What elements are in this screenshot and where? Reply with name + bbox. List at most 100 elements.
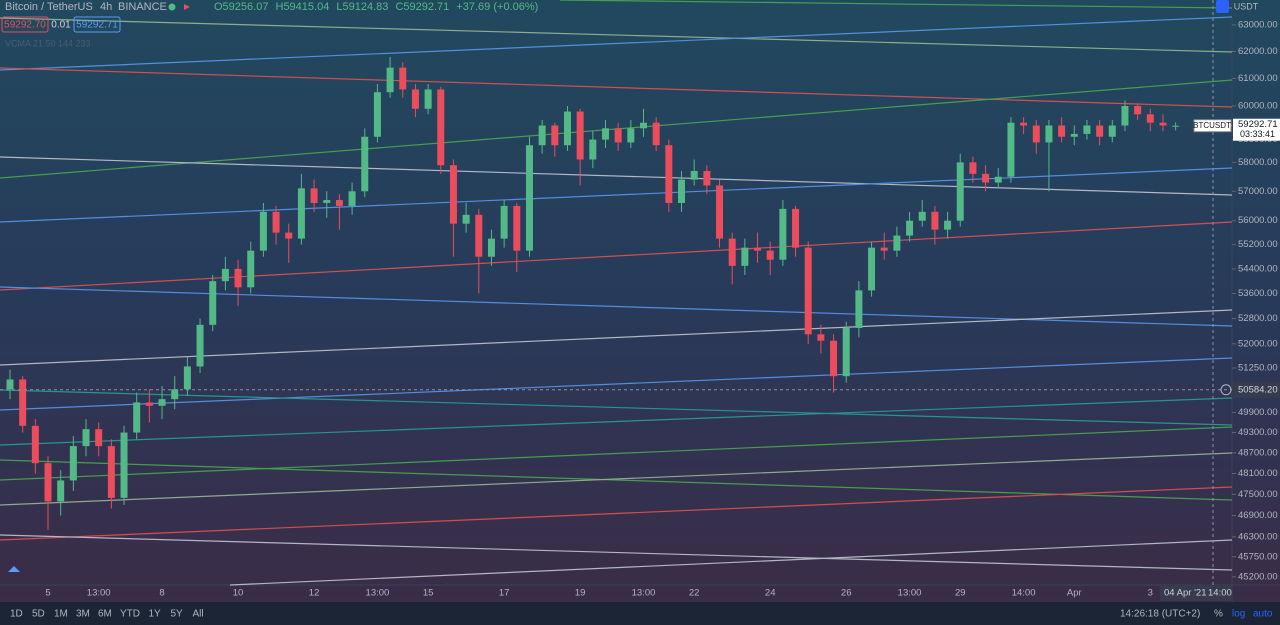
range-button[interactable]: All [193,609,204,620]
y-tick-label: 47500.00 [1238,489,1278,500]
trend-line [0,156,1233,196]
y-tick-label: 58000.00 [1238,157,1278,168]
candle-body [994,176,1002,183]
alert-button[interactable] [1216,0,1229,13]
candle-body [842,327,850,377]
x-tick-label: 3 [1148,588,1153,599]
candle-body [19,379,27,426]
logo [8,566,20,572]
trend-lines [0,0,1233,586]
candle-body [551,125,559,146]
range-button[interactable]: 1Y [149,609,162,620]
range-button[interactable]: 1D [10,609,23,620]
replay-icon[interactable] [184,4,190,10]
trend-line [0,452,1233,506]
candle-body [830,340,838,377]
candle-body [373,92,381,137]
candle-body [665,145,673,203]
x-tick-label: 24 [765,588,776,599]
y-tick-label: 45200.00 [1238,571,1278,582]
candle-body [323,200,331,203]
candle-body [310,188,318,203]
buy-button[interactable] [73,16,121,33]
candle-body [513,205,521,251]
candle-body [576,111,584,160]
candle-body [716,185,724,239]
candle-body [133,402,141,433]
high: H59415.04 [276,1,330,13]
candle-body [563,111,571,146]
candle-body [183,366,191,390]
x-tick-label: 26 [841,588,852,599]
range-button[interactable]: 5D [32,609,45,620]
candle-body [792,208,800,248]
y-tick-label: 53600.00 [1238,288,1278,299]
candle-body [1134,105,1142,115]
crosshair-price: 50584.20 [1238,384,1278,395]
candle-body [601,128,609,140]
candle-body [538,125,546,146]
x-tick-label: 15 [423,588,434,599]
candle-body [678,179,686,203]
x-tick-label: 12 [309,588,320,599]
candle-body [6,379,14,390]
buy-price[interactable]: 59292.71 [76,20,118,31]
sell-button[interactable] [1,16,49,33]
low: L59124.83 [336,1,388,13]
log-toggle[interactable]: log [1232,609,1245,620]
candle-body [411,89,419,109]
candle-body [1032,125,1040,143]
candle-body [44,463,52,502]
range-button[interactable]: YTD [120,609,140,620]
auto-toggle[interactable]: auto [1253,609,1273,620]
candle-body [906,220,914,236]
candle-body [1007,122,1015,177]
interval[interactable]: 4h [100,1,112,13]
candle-body [1020,122,1028,126]
candle-body [437,89,445,166]
candle-body [766,250,774,260]
trend-line [229,539,1233,586]
candle-body [1146,114,1154,123]
candle-body [1172,125,1180,127]
candle-body [57,480,65,502]
candle-body [449,165,457,224]
last-price-label: 59292.71 [1238,119,1278,130]
y-tick-label: 52000.00 [1238,338,1278,349]
range-button[interactable]: 1M [54,609,68,620]
candle-body [158,399,166,406]
x-tick-label: 29 [955,588,966,599]
candle-body [855,290,863,328]
spread: 0.01 [51,20,71,31]
y-tick-label: 49300.00 [1238,427,1278,438]
y-tick-label: 46900.00 [1238,510,1278,521]
countdown: 03:33:41 [1240,129,1275,139]
range-button[interactable]: 6M [98,609,112,620]
bottom-toolbar [0,602,1280,625]
percent-toggle[interactable]: % [1214,609,1223,620]
y-tick-label: 48700.00 [1238,447,1278,458]
sell-price[interactable]: 59292.70 [4,20,46,31]
y-tick-label: 61000.00 [1238,73,1278,84]
x-tick-label: 13:00 [366,588,390,599]
range-button[interactable]: 3M [76,609,90,620]
candle-body [1159,122,1167,126]
market-status [168,3,176,11]
crosshair-plus[interactable] [1220,384,1232,396]
candle-body [1096,125,1104,137]
last-price-bg [1233,118,1280,141]
x-tick-label: 8 [159,588,164,599]
candle-body [259,211,267,251]
y-tick-label: 54400.00 [1238,263,1278,274]
candle-body [475,214,483,257]
ticker-tag: BTCUSDT [1193,121,1231,130]
candle-body [804,247,812,335]
candle-body [171,389,179,400]
candle-body [297,188,305,239]
trend-line [0,357,1233,411]
candle-body [196,324,204,367]
candle-body [145,402,153,406]
range-button[interactable]: 5Y [171,609,184,620]
trend-line [0,397,1233,446]
candle-body [982,173,990,183]
